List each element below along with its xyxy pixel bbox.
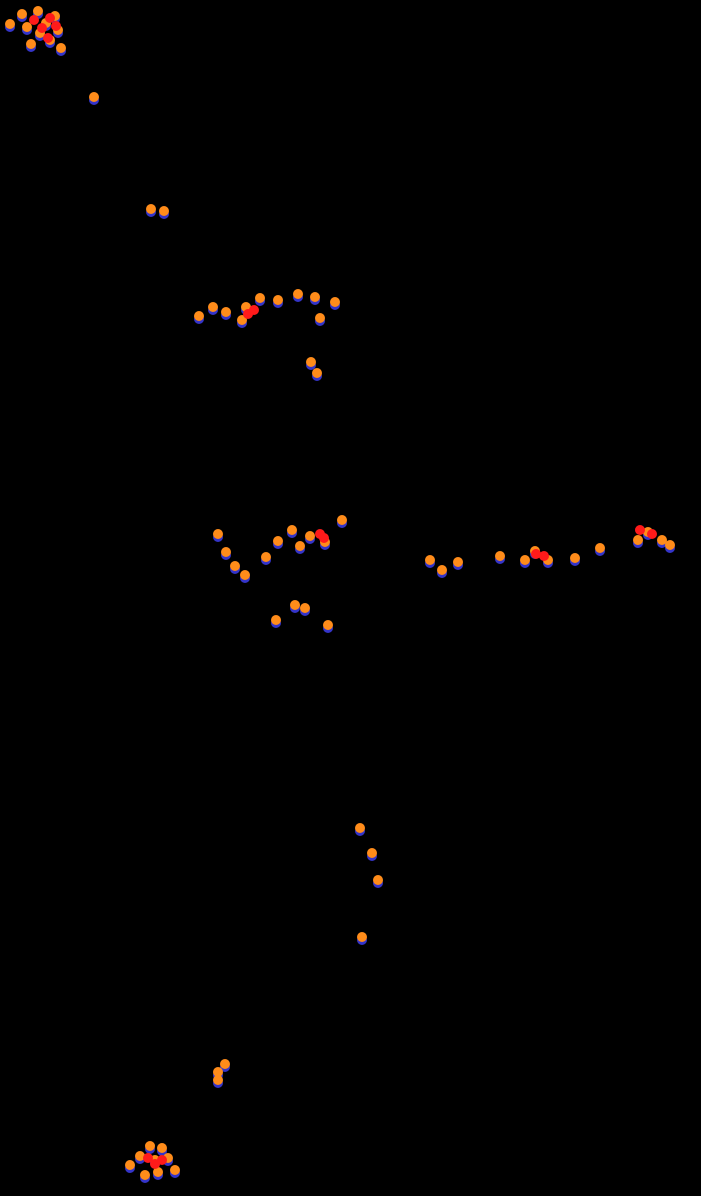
scatter-point-red xyxy=(157,1155,167,1165)
scatter-plot xyxy=(0,0,701,1196)
scatter-point-orange xyxy=(290,600,300,610)
scatter-point-orange xyxy=(330,297,340,307)
scatter-point-orange xyxy=(425,555,435,565)
scatter-point-orange xyxy=(220,1059,230,1069)
scatter-point-orange xyxy=(315,313,325,323)
scatter-point-orange xyxy=(310,292,320,302)
scatter-point-red xyxy=(37,23,47,33)
scatter-point-orange xyxy=(56,43,66,53)
scatter-point-orange xyxy=(170,1165,180,1175)
scatter-point-orange xyxy=(355,823,365,833)
scatter-point-orange xyxy=(194,311,204,321)
scatter-point-orange xyxy=(633,535,643,545)
scatter-point-red xyxy=(43,33,53,43)
scatter-point-orange xyxy=(367,848,377,858)
scatter-point-orange xyxy=(261,552,271,562)
scatter-point-orange xyxy=(373,875,383,885)
scatter-point-orange xyxy=(271,615,281,625)
scatter-point-orange xyxy=(305,531,315,541)
scatter-point-orange xyxy=(293,289,303,299)
scatter-point-orange xyxy=(146,204,156,214)
scatter-point-red xyxy=(249,305,259,315)
scatter-point-orange xyxy=(221,547,231,557)
scatter-point-orange xyxy=(312,368,322,378)
scatter-point-orange xyxy=(255,293,265,303)
scatter-point-orange xyxy=(159,206,169,216)
scatter-point-orange xyxy=(240,570,250,580)
scatter-point-orange xyxy=(337,515,347,525)
scatter-point-orange xyxy=(665,540,675,550)
scatter-point-red xyxy=(539,551,549,561)
scatter-point-orange xyxy=(295,541,305,551)
scatter-point-red xyxy=(647,529,657,539)
scatter-point-orange xyxy=(140,1170,150,1180)
scatter-point-orange xyxy=(17,9,27,19)
scatter-point-orange xyxy=(208,302,218,312)
scatter-point-orange xyxy=(437,565,447,575)
scatter-point-orange xyxy=(273,536,283,546)
scatter-point-red xyxy=(319,533,329,543)
scatter-point-orange xyxy=(213,1075,223,1085)
scatter-point-orange xyxy=(145,1141,155,1151)
scatter-point-orange xyxy=(5,19,15,29)
scatter-point-orange xyxy=(125,1160,135,1170)
scatter-point-orange xyxy=(230,561,240,571)
scatter-point-orange xyxy=(300,603,310,613)
scatter-point-orange xyxy=(595,543,605,553)
scatter-point-orange xyxy=(157,1143,167,1153)
scatter-point-orange xyxy=(273,295,283,305)
scatter-point-red xyxy=(635,525,645,535)
scatter-point-orange xyxy=(287,525,297,535)
scatter-point-red xyxy=(51,21,61,31)
scatter-point-orange xyxy=(213,529,223,539)
scatter-point-orange xyxy=(357,932,367,942)
scatter-point-orange xyxy=(26,39,36,49)
scatter-point-orange xyxy=(570,553,580,563)
scatter-point-orange xyxy=(306,357,316,367)
scatter-point-orange xyxy=(221,307,231,317)
scatter-point-orange xyxy=(495,551,505,561)
scatter-point-orange xyxy=(520,555,530,565)
scatter-point-orange xyxy=(453,557,463,567)
scatter-point-orange xyxy=(89,92,99,102)
scatter-point-orange xyxy=(323,620,333,630)
